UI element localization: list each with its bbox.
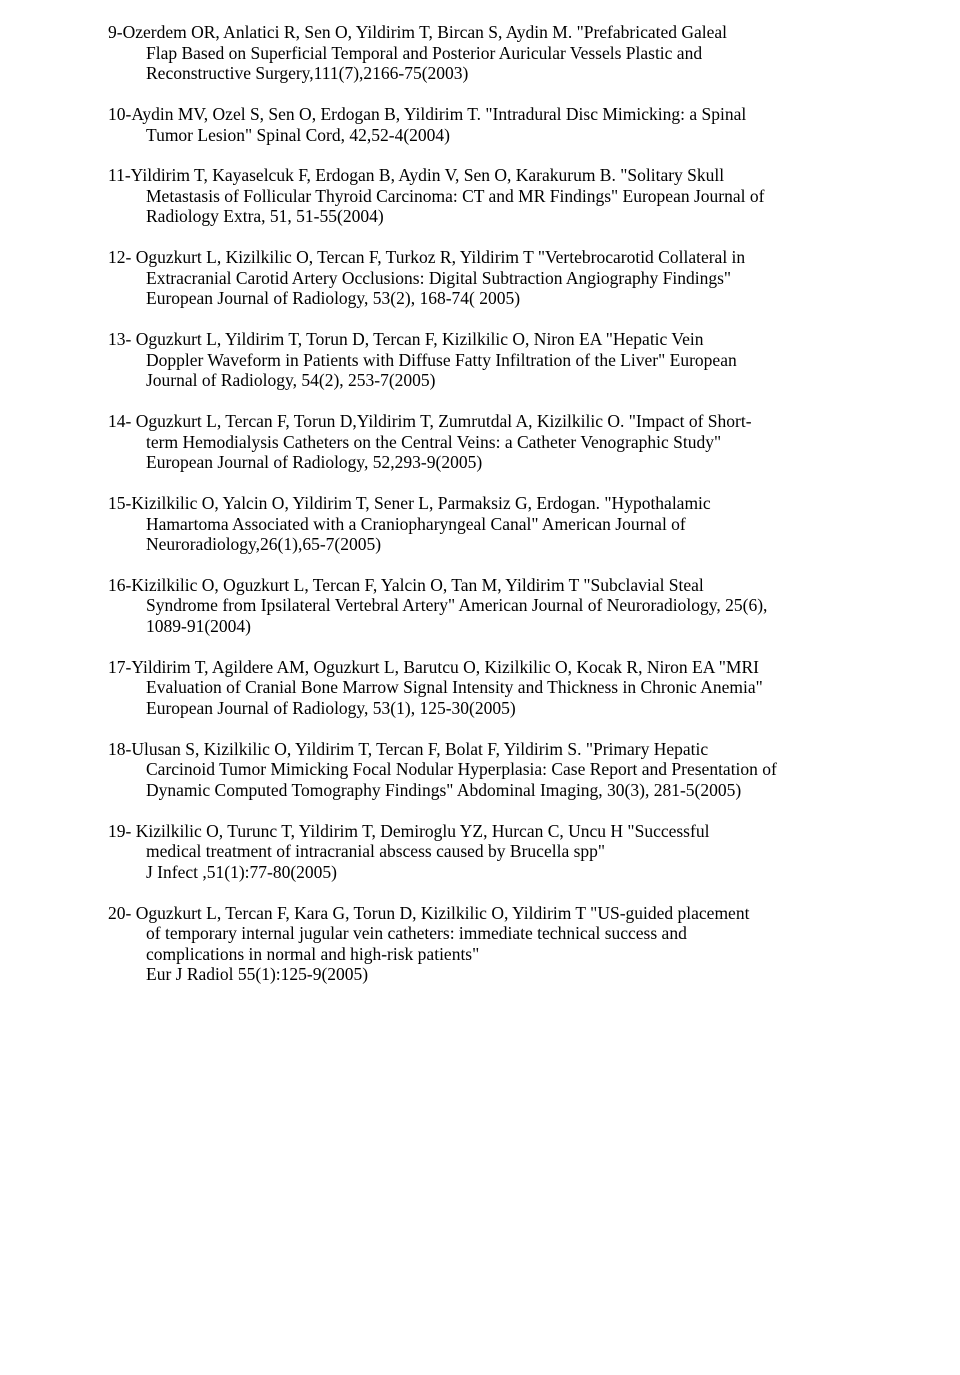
- reference-item: 9-Ozerdem OR, Anlatici R, Sen O, Yildiri…: [108, 22, 872, 84]
- reference-first-line: 11-Yildirim T, Kayaselcuk F, Erdogan B, …: [108, 165, 872, 186]
- reference-cont-line: medical treatment of intracranial absces…: [108, 841, 872, 862]
- reference-cont-line: Doppler Waveform in Patients with Diffus…: [108, 350, 872, 371]
- reference-first-line: 15-Kizilkilic O, Yalcin O, Yildirim T, S…: [108, 493, 872, 514]
- reference-cont-line: Metastasis of Follicular Thyroid Carcino…: [108, 186, 872, 207]
- reference-cont-line: complications in normal and high-risk pa…: [108, 944, 872, 965]
- reference-first-line: 13- Oguzkurt L, Yildirim T, Torun D, Ter…: [108, 329, 872, 350]
- reference-item: 17-Yildirim T, Agildere AM, Oguzkurt L, …: [108, 657, 872, 719]
- reference-cont-line: Radiology Extra, 51, 51-55(2004): [108, 206, 872, 227]
- reference-cont-line: Flap Based on Superficial Temporal and P…: [108, 43, 872, 64]
- reference-cont-line: of temporary internal jugular vein cathe…: [108, 923, 872, 944]
- reference-cont-line: Tumor Lesion" Spinal Cord, 42,52-4(2004): [108, 125, 872, 146]
- reference-item: 15-Kizilkilic O, Yalcin O, Yildirim T, S…: [108, 493, 872, 555]
- reference-cont-line: Reconstructive Surgery,111(7),2166-75(20…: [108, 63, 872, 84]
- reference-first-line: 12- Oguzkurt L, Kizilkilic O, Tercan F, …: [108, 247, 872, 268]
- reference-first-line: 10-Aydin MV, Ozel S, Sen O, Erdogan B, Y…: [108, 104, 872, 125]
- reference-cont-line: European Journal of Radiology, 53(2), 16…: [108, 288, 872, 309]
- reference-cont-line: European Journal of Radiology, 52,293-9(…: [108, 452, 872, 473]
- reference-item: 14- Oguzkurt L, Tercan F, Torun D,Yildir…: [108, 411, 872, 473]
- reference-cont-line: Extracranial Carotid Artery Occlusions: …: [108, 268, 872, 289]
- reference-cont-line: J Infect ,51(1):77-80(2005): [108, 862, 872, 883]
- reference-first-line: 20- Oguzkurt L, Tercan F, Kara G, Torun …: [108, 903, 872, 924]
- reference-cont-line: Eur J Radiol 55(1):125-9(2005): [108, 964, 872, 985]
- reference-item: 13- Oguzkurt L, Yildirim T, Torun D, Ter…: [108, 329, 872, 391]
- reference-first-line: 17-Yildirim T, Agildere AM, Oguzkurt L, …: [108, 657, 872, 678]
- reference-item: 16-Kizilkilic O, Oguzkurt L, Tercan F, Y…: [108, 575, 872, 637]
- reference-cont-line: Carcinoid Tumor Mimicking Focal Nodular …: [108, 759, 872, 780]
- reference-first-line: 16-Kizilkilic O, Oguzkurt L, Tercan F, Y…: [108, 575, 872, 596]
- references-list: 9-Ozerdem OR, Anlatici R, Sen O, Yildiri…: [108, 22, 872, 985]
- reference-cont-line: Neuroradiology,26(1),65-7(2005): [108, 534, 872, 555]
- reference-cont-line: Syndrome from Ipsilateral Vertebral Arte…: [108, 595, 872, 616]
- reference-item: 10-Aydin MV, Ozel S, Sen O, Erdogan B, Y…: [108, 104, 872, 145]
- reference-first-line: 9-Ozerdem OR, Anlatici R, Sen O, Yildiri…: [108, 22, 872, 43]
- reference-cont-line: European Journal of Radiology, 53(1), 12…: [108, 698, 872, 719]
- reference-cont-line: Dynamic Computed Tomography Findings" Ab…: [108, 780, 872, 801]
- reference-first-line: 18-Ulusan S, Kizilkilic O, Yildirim T, T…: [108, 739, 872, 760]
- reference-cont-line: Journal of Radiology, 54(2), 253-7(2005): [108, 370, 872, 391]
- reference-item: 18-Ulusan S, Kizilkilic O, Yildirim T, T…: [108, 739, 872, 801]
- reference-item: 11-Yildirim T, Kayaselcuk F, Erdogan B, …: [108, 165, 872, 227]
- reference-item: 20- Oguzkurt L, Tercan F, Kara G, Torun …: [108, 903, 872, 986]
- reference-first-line: 19- Kizilkilic O, Turunc T, Yildirim T, …: [108, 821, 872, 842]
- reference-first-line: 14- Oguzkurt L, Tercan F, Torun D,Yildir…: [108, 411, 872, 432]
- reference-cont-line: Evaluation of Cranial Bone Marrow Signal…: [108, 677, 872, 698]
- reference-cont-line: term Hemodialysis Catheters on the Centr…: [108, 432, 872, 453]
- reference-cont-line: 1089-91(2004): [108, 616, 872, 637]
- reference-cont-line: Hamartoma Associated with a Craniopharyn…: [108, 514, 872, 535]
- reference-item: 19- Kizilkilic O, Turunc T, Yildirim T, …: [108, 821, 872, 883]
- reference-item: 12- Oguzkurt L, Kizilkilic O, Tercan F, …: [108, 247, 872, 309]
